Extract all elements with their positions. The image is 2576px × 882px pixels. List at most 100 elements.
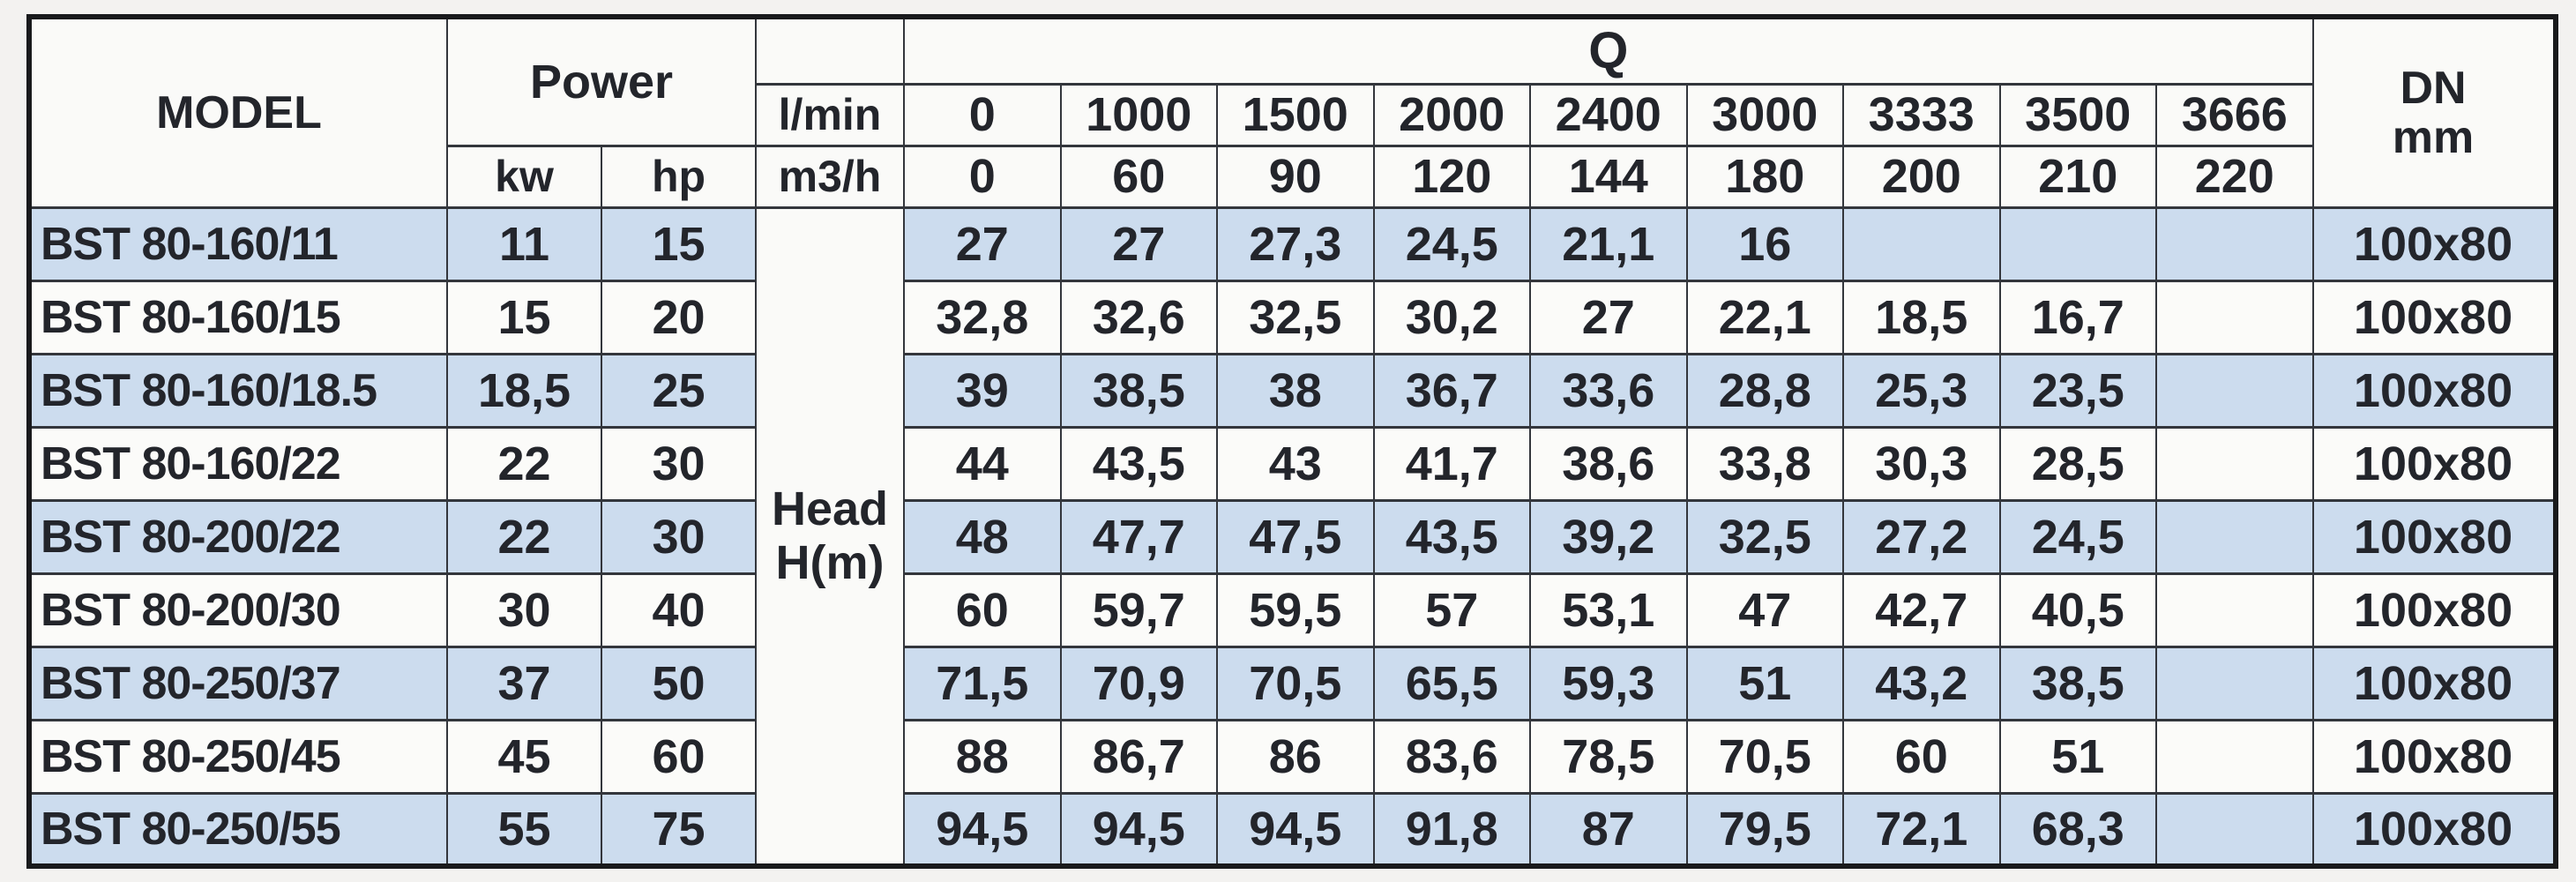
- head-value-cell: [1998, 206, 2157, 282]
- q-m3h-value: 220: [2155, 144, 2314, 209]
- model-cell: BST 80-200/30: [28, 572, 448, 648]
- head-value-cell: 51: [1998, 718, 2157, 795]
- head-value-cell: 47: [1685, 572, 1844, 648]
- q-lmin-value: 1000: [1059, 82, 1218, 147]
- header-row-m3h: kw hp m3/h 0 60 90 120 144 180 200 210 220: [29, 144, 2556, 209]
- q-m3h-value: 210: [1998, 144, 2157, 209]
- head-value-cell: 53,1: [1529, 572, 1688, 648]
- q-lmin-value: 3333: [1842, 82, 2001, 147]
- table-body: BST 80-160/11 11 15 Head H(m) 27 27 27,3 24,5 21,…: [28, 206, 2557, 868]
- power-hp-cell: 15: [601, 206, 757, 282]
- head-value-cell: 18,5: [1842, 279, 2001, 355]
- head-value-cell: 57: [1372, 572, 1531, 648]
- power-kw-cell: 18,5: [446, 352, 602, 429]
- head-value-cell: 59,3: [1529, 645, 1688, 721]
- head-value-cell: 36,7: [1372, 352, 1531, 429]
- power-kw-cell: 22: [446, 425, 602, 502]
- power-hp-cell: 30: [601, 498, 757, 575]
- q-lmin-value: 0: [903, 82, 1062, 147]
- head-value-cell: [2155, 206, 2314, 282]
- head-value-cell: 48: [903, 498, 1062, 575]
- dn-value-cell: 100x80: [2311, 572, 2557, 648]
- head-value-cell: 41,7: [1372, 425, 1531, 502]
- dn-value-cell: 100x80: [2311, 206, 2557, 282]
- q-m3h-value: 200: [1842, 144, 2001, 209]
- head-value-cell: 47,7: [1059, 498, 1218, 575]
- head-value-cell: 25,3: [1842, 352, 2001, 429]
- flow-unit-spacer-cell: [755, 15, 905, 86]
- flow-unit-m3h-label: m3/h: [755, 144, 905, 209]
- dn-value-cell: 100x80: [2311, 498, 2557, 575]
- head-value-cell: 94,5: [1216, 791, 1375, 868]
- dn-value-cell: 100x80: [2311, 791, 2557, 868]
- head-value-cell: 72,1: [1842, 791, 2001, 868]
- head-value-cell: 28,8: [1685, 352, 1844, 429]
- head-value-cell: 27,2: [1842, 498, 2001, 575]
- head-value-cell: 59,7: [1059, 572, 1218, 648]
- model-cell: BST 80-160/22: [28, 425, 448, 502]
- dn-value-cell: 100x80: [2311, 425, 2557, 502]
- q-m3h-value: 120: [1372, 144, 1531, 209]
- model-cell: BST 80-160/18.5: [28, 352, 448, 429]
- table-row: BST 80-160/22 22 30 44 43,5 43 41,7 38,6 33,8 30,…: [28, 425, 2557, 502]
- power-hp-cell: 75: [601, 791, 757, 868]
- head-value-cell: 23,5: [1998, 352, 2157, 429]
- dn-value-cell: 100x80: [2311, 645, 2557, 721]
- q-lmin-value: 3000: [1685, 82, 1844, 147]
- head-value-cell: 94,5: [903, 791, 1062, 868]
- head-value-cell: [2155, 645, 2314, 721]
- q-m3h-value: 90: [1216, 144, 1375, 209]
- table-row: BST 80-200/22 22 30 48 47,7 47,5 43,5 39,2 32,5 2…: [28, 498, 2557, 575]
- q-lmin-value: 3666: [2155, 82, 2314, 147]
- power-hp-header: hp: [601, 144, 757, 209]
- q-lmin-value: 1500: [1216, 82, 1375, 147]
- head-unit-label: H(m): [775, 535, 885, 589]
- head-value-cell: 43,5: [1059, 425, 1218, 502]
- head-value-cell: 38,5: [1059, 352, 1218, 429]
- head-value-cell: 33,8: [1685, 425, 1844, 502]
- head-value-cell: 86: [1216, 718, 1375, 795]
- head-value-cell: 40,5: [1998, 572, 2157, 648]
- head-value-cell: 86,7: [1059, 718, 1218, 795]
- head-value-cell: 38: [1216, 352, 1375, 429]
- head-value-cell: 39: [903, 352, 1062, 429]
- head-value-cell: 27: [1059, 206, 1218, 282]
- power-kw-cell: 15: [446, 279, 602, 355]
- head-value-cell: [1842, 206, 2001, 282]
- dn-unit-label: mm: [2392, 111, 2475, 163]
- head-value-cell: 27: [1529, 279, 1688, 355]
- table-row: BST 80-200/30 30 40 60 59,7 59,5 57 53,1 47 42,7 4…: [28, 572, 2557, 648]
- dn-label: DN: [2400, 62, 2467, 114]
- head-value-cell: 39,2: [1529, 498, 1688, 575]
- head-value-cell: 27,3: [1216, 206, 1375, 282]
- head-value-cell: 43,2: [1842, 645, 2001, 721]
- table-row: BST 80-250/37 37 50 71,5 70,9 70,5 65,5 59,3 51 4…: [28, 645, 2557, 721]
- dn-value-cell: 100x80: [2311, 279, 2557, 355]
- head-value-cell: 60: [1842, 718, 2001, 795]
- head-value-cell: [2155, 498, 2314, 575]
- head-value-cell: 51: [1685, 645, 1844, 721]
- head-value-cell: 70,5: [1685, 718, 1844, 795]
- power-hp-cell: 30: [601, 425, 757, 502]
- table-row: BST 80-160/11 11 15 Head H(m) 27 27 27,3 24,5 21,…: [28, 206, 2557, 868]
- head-value-cell: 87: [1529, 791, 1688, 868]
- head-value-cell: [2155, 352, 2314, 429]
- power-kw-cell: 30: [446, 572, 602, 648]
- table-row: BST 80-250/55 55 75 94,5 94,5 94,5 91,8 87 79,5 7…: [28, 791, 2557, 868]
- head-unit-merged-cell: Head H(m): [755, 206, 905, 868]
- head-value-cell: 32,5: [1685, 498, 1844, 575]
- head-value-cell: 79,5: [1685, 791, 1844, 868]
- q-m3h-value: 60: [1059, 144, 1218, 209]
- head-value-cell: 24,5: [1998, 498, 2157, 575]
- power-kw-cell: 37: [446, 645, 602, 721]
- head-value-cell: 47,5: [1216, 498, 1375, 575]
- head-value-cell: 44: [903, 425, 1062, 502]
- q-m3h-value: 180: [1685, 144, 1844, 209]
- head-value-cell: [2155, 572, 2314, 648]
- head-value-cell: 78,5: [1529, 718, 1688, 795]
- head-value-cell: 24,5: [1372, 206, 1531, 282]
- head-value-cell: 16,7: [1998, 279, 2157, 355]
- power-kw-cell: 55: [446, 791, 602, 868]
- power-hp-cell: 25: [601, 352, 757, 429]
